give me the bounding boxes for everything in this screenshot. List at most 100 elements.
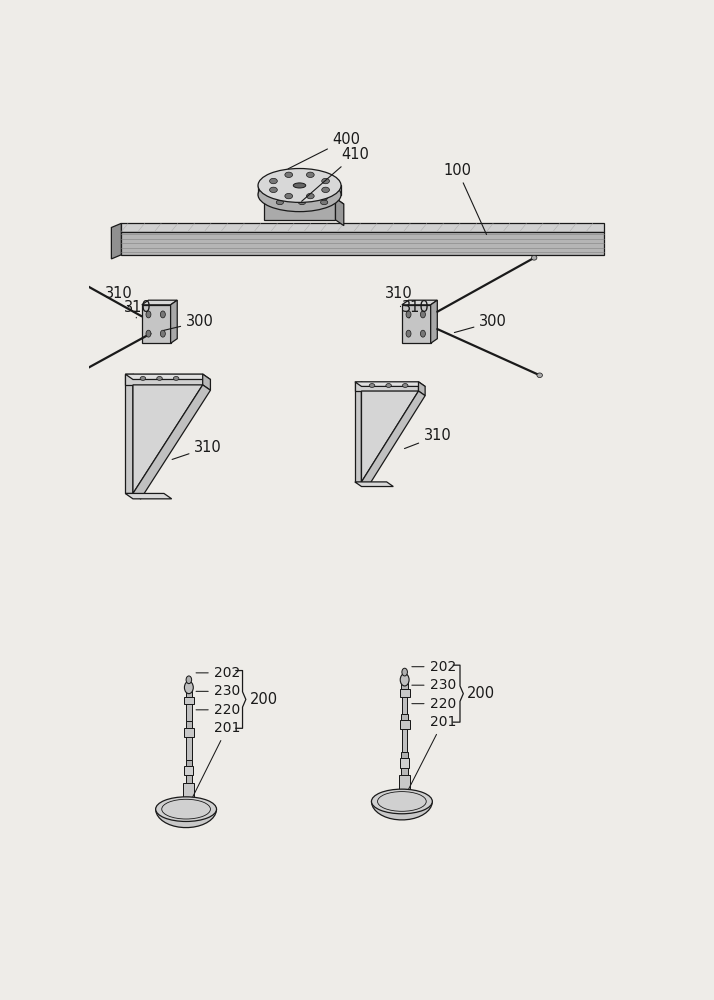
- Ellipse shape: [293, 183, 306, 188]
- Text: 310: 310: [172, 440, 222, 459]
- Ellipse shape: [156, 797, 216, 821]
- Polygon shape: [431, 300, 437, 343]
- Ellipse shape: [42, 260, 48, 265]
- Text: 310: 310: [386, 286, 413, 307]
- Ellipse shape: [306, 172, 314, 178]
- Text: 400: 400: [288, 132, 361, 169]
- Text: 410: 410: [301, 147, 369, 201]
- Polygon shape: [186, 737, 191, 760]
- Ellipse shape: [285, 193, 293, 199]
- Polygon shape: [361, 382, 368, 487]
- Text: 230: 230: [412, 678, 456, 692]
- Text: 310: 310: [105, 286, 133, 307]
- Polygon shape: [402, 729, 408, 752]
- Polygon shape: [111, 223, 121, 259]
- Ellipse shape: [306, 193, 314, 199]
- Text: 200: 200: [250, 692, 278, 707]
- Ellipse shape: [276, 195, 283, 200]
- Text: 200: 200: [467, 686, 495, 701]
- Polygon shape: [401, 768, 408, 775]
- Ellipse shape: [276, 200, 283, 205]
- Ellipse shape: [406, 330, 411, 337]
- Polygon shape: [186, 704, 191, 721]
- Ellipse shape: [285, 172, 293, 178]
- Polygon shape: [263, 198, 344, 204]
- Ellipse shape: [406, 311, 411, 318]
- Ellipse shape: [186, 676, 191, 684]
- Ellipse shape: [56, 381, 62, 386]
- Ellipse shape: [161, 311, 166, 318]
- Ellipse shape: [321, 200, 328, 205]
- Polygon shape: [361, 391, 425, 487]
- Polygon shape: [402, 697, 408, 714]
- Ellipse shape: [270, 178, 277, 184]
- Polygon shape: [418, 382, 425, 396]
- Ellipse shape: [161, 330, 166, 337]
- Polygon shape: [186, 775, 192, 783]
- Polygon shape: [258, 185, 341, 195]
- Ellipse shape: [421, 330, 426, 337]
- Polygon shape: [186, 760, 192, 766]
- Ellipse shape: [298, 195, 306, 200]
- Ellipse shape: [371, 789, 433, 814]
- Polygon shape: [186, 687, 192, 697]
- Polygon shape: [355, 382, 425, 386]
- Polygon shape: [184, 766, 193, 775]
- Ellipse shape: [386, 384, 391, 387]
- Text: 100: 100: [443, 163, 486, 235]
- Polygon shape: [184, 728, 193, 737]
- Polygon shape: [355, 482, 393, 487]
- Polygon shape: [133, 385, 211, 499]
- Polygon shape: [121, 223, 604, 232]
- Ellipse shape: [298, 200, 306, 205]
- Ellipse shape: [403, 384, 408, 387]
- Text: 300: 300: [454, 314, 507, 333]
- Polygon shape: [399, 775, 410, 789]
- Ellipse shape: [140, 376, 146, 380]
- Polygon shape: [401, 714, 408, 720]
- Polygon shape: [171, 300, 177, 343]
- Polygon shape: [142, 305, 171, 343]
- Ellipse shape: [174, 376, 179, 380]
- Ellipse shape: [321, 195, 328, 200]
- Polygon shape: [263, 198, 336, 220]
- Polygon shape: [184, 697, 193, 704]
- Text: 310: 310: [402, 300, 430, 318]
- Ellipse shape: [537, 373, 543, 378]
- Polygon shape: [355, 382, 418, 391]
- Text: 202: 202: [196, 666, 240, 680]
- Text: 220: 220: [412, 697, 456, 711]
- Polygon shape: [142, 300, 177, 305]
- Polygon shape: [401, 680, 408, 689]
- Ellipse shape: [421, 311, 426, 318]
- Text: 202: 202: [412, 660, 456, 674]
- Ellipse shape: [531, 256, 537, 260]
- Polygon shape: [133, 374, 141, 499]
- Text: 310: 310: [124, 300, 151, 318]
- Text: 310: 310: [405, 428, 452, 449]
- Ellipse shape: [184, 681, 193, 694]
- Polygon shape: [156, 809, 216, 828]
- Polygon shape: [402, 300, 437, 305]
- Polygon shape: [125, 374, 133, 493]
- Ellipse shape: [146, 330, 151, 337]
- Polygon shape: [186, 721, 192, 728]
- Polygon shape: [203, 374, 211, 390]
- Polygon shape: [361, 391, 418, 482]
- Text: 220: 220: [196, 703, 240, 717]
- Ellipse shape: [322, 187, 329, 193]
- Ellipse shape: [402, 668, 408, 676]
- Ellipse shape: [369, 384, 375, 387]
- Text: 230: 230: [196, 684, 240, 698]
- Polygon shape: [125, 493, 171, 499]
- Polygon shape: [121, 232, 604, 255]
- Polygon shape: [400, 689, 410, 697]
- Polygon shape: [125, 374, 203, 385]
- Ellipse shape: [157, 376, 162, 380]
- Text: 201: 201: [408, 715, 456, 789]
- Polygon shape: [133, 385, 203, 493]
- Polygon shape: [183, 783, 194, 797]
- Polygon shape: [401, 752, 408, 758]
- Ellipse shape: [322, 178, 329, 184]
- Ellipse shape: [258, 169, 341, 202]
